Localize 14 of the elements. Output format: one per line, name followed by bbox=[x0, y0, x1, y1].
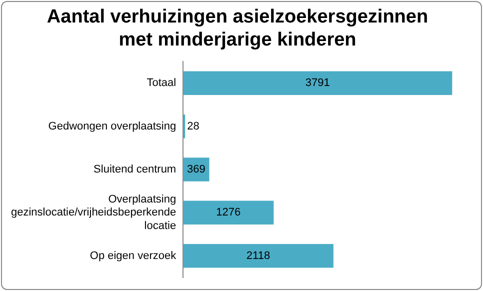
bar bbox=[183, 244, 334, 268]
y-tick-label: Totaal bbox=[146, 77, 176, 90]
y-tick-label: Overplaatsing gezinslocatie/vrijheidsbeperkende locatie bbox=[10, 193, 176, 232]
data-label: 369 bbox=[187, 164, 206, 176]
bar bbox=[183, 200, 274, 225]
chart-title: Aantal verhuizingen asielzoekersgezinnen met minderjarige kinderen bbox=[46, 6, 428, 50]
data-label: 1276 bbox=[216, 206, 241, 219]
bar bbox=[183, 71, 452, 96]
y-tick-label: Sluitend centrum bbox=[94, 164, 176, 176]
data-label: 28 bbox=[187, 120, 200, 132]
data-label: 2118 bbox=[246, 250, 270, 262]
data-label: 3791 bbox=[305, 77, 330, 90]
y-tick-label: Gedwongen overplaatsing bbox=[48, 120, 176, 132]
y-tick-label: Op eigen verzoek bbox=[90, 250, 177, 262]
